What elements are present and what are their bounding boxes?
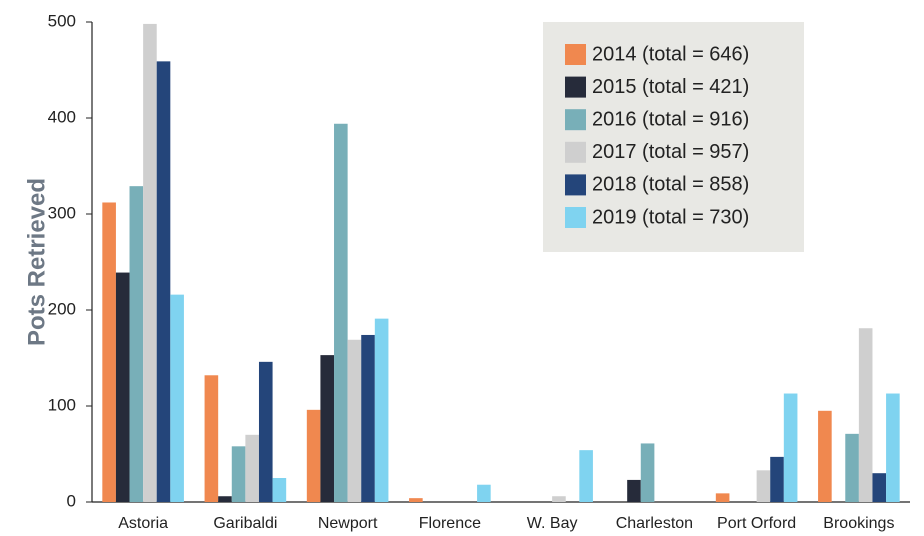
x-tick-label: Florence xyxy=(419,515,481,532)
bar xyxy=(756,470,771,502)
y-tick-label: 0 xyxy=(67,491,76,510)
bar xyxy=(347,339,362,502)
legend-box xyxy=(543,22,804,252)
legend-label: 2015 (total = 421) xyxy=(592,76,749,98)
x-tick-label: Brookings xyxy=(823,515,894,532)
legend-label: 2014 (total = 646) xyxy=(592,43,749,65)
bar xyxy=(258,361,273,502)
x-tick-label: Port Orford xyxy=(717,515,796,532)
bar xyxy=(143,23,157,502)
bar xyxy=(640,443,655,502)
bar xyxy=(231,446,246,502)
bar xyxy=(552,496,566,502)
bar xyxy=(272,478,287,502)
bar xyxy=(156,61,171,503)
bar xyxy=(361,334,375,502)
legend-swatch xyxy=(565,174,586,196)
bar xyxy=(204,375,219,502)
legend-swatch xyxy=(565,207,586,228)
y-tick-label: 200 xyxy=(48,299,76,318)
bar xyxy=(115,272,130,502)
y-tick-label: 400 xyxy=(48,107,76,126)
bar xyxy=(170,294,184,502)
x-tick-label: Newport xyxy=(318,515,378,532)
legend-label: 2017 (total = 957) xyxy=(592,141,749,163)
y-tick-label: 300 xyxy=(48,203,76,222)
bar xyxy=(783,393,798,502)
bar xyxy=(374,318,389,502)
x-tick-label: Astoria xyxy=(118,515,168,532)
x-tick-label: Garibaldi xyxy=(213,515,277,532)
bar xyxy=(245,434,259,502)
legend-label: 2019 (total = 730) xyxy=(592,206,749,228)
y-axis-label: Pots Retrieved xyxy=(23,178,50,346)
bar xyxy=(845,433,859,502)
bar xyxy=(320,355,335,502)
legend-swatch xyxy=(565,44,586,65)
legend-label: 2016 (total = 916) xyxy=(592,108,749,130)
bar xyxy=(218,496,232,502)
legend-label: 2018 (total = 858) xyxy=(592,174,749,196)
bar xyxy=(579,450,593,502)
bar xyxy=(818,410,832,502)
bar xyxy=(858,328,873,502)
bar xyxy=(715,493,730,502)
bar xyxy=(872,473,887,502)
bar xyxy=(409,498,423,502)
bar xyxy=(886,393,900,502)
bar xyxy=(306,409,321,502)
legend-swatch xyxy=(565,109,586,131)
bar xyxy=(334,123,348,502)
x-tick-label: Charleston xyxy=(616,515,693,532)
y-tick-label: 100 xyxy=(48,395,76,414)
bar xyxy=(477,484,491,502)
bar xyxy=(627,479,641,502)
y-tick-label: 500 xyxy=(48,11,76,30)
bar xyxy=(102,202,116,503)
legend-swatch xyxy=(565,76,586,98)
x-tick-label: W. Bay xyxy=(527,515,578,532)
bar xyxy=(770,456,784,502)
legend-swatch xyxy=(565,141,586,163)
bar xyxy=(129,186,144,502)
